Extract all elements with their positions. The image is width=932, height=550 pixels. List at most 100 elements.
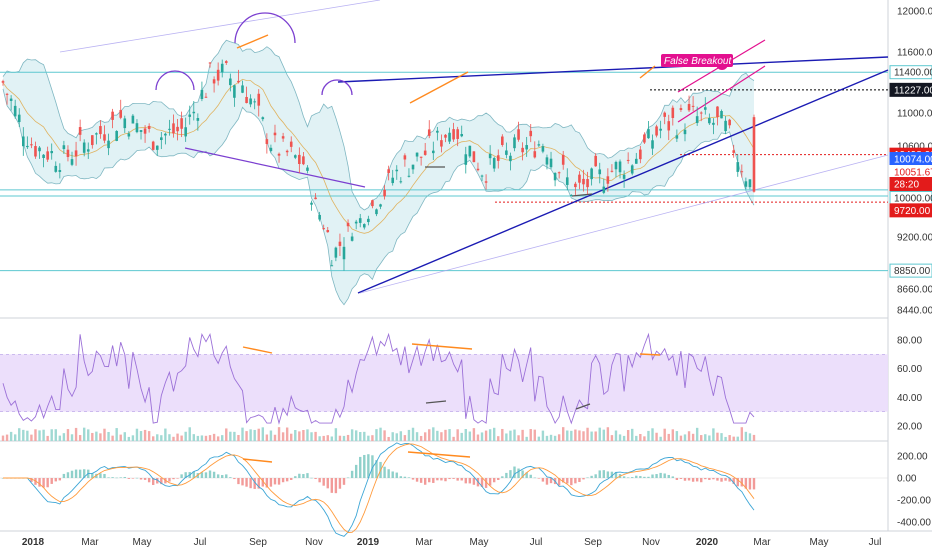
candle xyxy=(338,233,342,257)
candle xyxy=(699,111,703,122)
candle xyxy=(517,121,520,142)
volume-bar xyxy=(208,435,212,441)
candle-body xyxy=(127,133,131,137)
volume-bar xyxy=(204,435,208,441)
volume-bar xyxy=(363,431,366,441)
volume-bar xyxy=(423,432,427,441)
macd-histogram-bar xyxy=(70,470,74,478)
macd-histogram-bar xyxy=(111,477,114,478)
candle-body xyxy=(427,129,431,136)
candle-body xyxy=(99,126,102,135)
volume-bar xyxy=(395,433,398,441)
volume-bar xyxy=(188,427,191,441)
macd-histogram-bar xyxy=(492,478,496,483)
candle-body xyxy=(565,177,569,185)
candle xyxy=(265,133,269,154)
candle-body xyxy=(411,164,415,170)
candle-body xyxy=(212,79,216,84)
volume-bar xyxy=(241,427,244,441)
candle-body xyxy=(306,167,309,171)
macd-histogram-bar xyxy=(549,478,553,484)
candle xyxy=(488,145,492,165)
macd-histogram-bar xyxy=(529,474,532,478)
volume-bar xyxy=(30,434,33,441)
macd-histogram-bar xyxy=(241,478,244,486)
volume-bar xyxy=(667,433,670,441)
candle-body xyxy=(310,202,313,205)
candle xyxy=(484,174,488,190)
candle-body xyxy=(561,154,565,165)
candle-body xyxy=(277,153,281,156)
macd-histogram-bar xyxy=(667,474,670,478)
candle xyxy=(561,150,565,170)
macd-histogram-bar xyxy=(285,478,289,482)
candle-body xyxy=(46,151,49,160)
macd-histogram-bar xyxy=(712,478,715,480)
volume-bar xyxy=(659,436,662,441)
rsi-divergence-mark xyxy=(639,353,661,356)
volume-bar xyxy=(594,431,597,441)
candle-body xyxy=(131,115,135,124)
candle xyxy=(147,123,151,133)
candle xyxy=(557,171,561,179)
candle xyxy=(139,130,143,140)
orange-divergence-mark xyxy=(639,65,656,79)
macd-histogram-bar xyxy=(82,469,86,478)
volume-bar xyxy=(237,434,240,441)
candle xyxy=(622,170,626,188)
candle-body xyxy=(135,123,139,133)
candle xyxy=(578,171,581,190)
macd-axis-tick: -200.00 xyxy=(897,496,931,507)
candle xyxy=(289,136,293,153)
volume-bar xyxy=(18,428,21,441)
macd-histogram-bar xyxy=(225,474,228,478)
candle-body xyxy=(293,155,297,158)
candle-body xyxy=(663,112,666,117)
macd-histogram-bar xyxy=(192,471,195,478)
candle xyxy=(643,132,646,144)
candle xyxy=(26,136,29,149)
volume-bar xyxy=(700,435,703,441)
volume-bar xyxy=(277,427,281,441)
price-label-text: 11227.00 xyxy=(894,85,932,96)
macd-histogram-bar xyxy=(533,477,536,479)
candle xyxy=(407,168,411,178)
candle-body xyxy=(1,81,5,83)
macd-histogram-bar xyxy=(131,478,135,479)
time-axis-tick: Jul xyxy=(869,537,882,548)
macd-histogram-bar xyxy=(310,477,313,479)
candle xyxy=(196,113,200,131)
volume-bar xyxy=(26,430,29,441)
candle-body xyxy=(509,155,512,162)
macd-histogram-bar xyxy=(541,478,545,482)
volume-bar xyxy=(200,435,204,441)
volume-bar xyxy=(695,427,699,441)
candle-body xyxy=(62,145,66,150)
candle xyxy=(78,119,82,142)
candle-body xyxy=(582,178,585,185)
candle xyxy=(683,123,687,142)
volume-bar xyxy=(736,436,739,441)
candle-body xyxy=(358,218,362,223)
macd-histogram-bar xyxy=(395,472,398,478)
candle xyxy=(1,79,5,86)
macd-histogram-bar xyxy=(342,478,346,485)
volume-bar xyxy=(549,434,553,441)
volume-bar xyxy=(310,432,313,441)
candle xyxy=(634,152,638,164)
macd-axis-tick: 200.00 xyxy=(897,452,928,463)
macd-histogram-bar xyxy=(691,478,695,482)
macd-histogram-bar xyxy=(367,454,370,478)
volume-bar xyxy=(334,428,338,441)
macd-histogram-bar xyxy=(570,478,573,486)
candle-body xyxy=(334,247,338,258)
macd-histogram-bar xyxy=(273,478,277,485)
candle xyxy=(565,168,569,191)
macd-histogram-bar xyxy=(237,478,240,485)
volume-bar xyxy=(107,431,110,441)
macd-histogram-bar xyxy=(456,478,459,481)
candle xyxy=(342,237,346,271)
candle-body xyxy=(598,169,602,175)
volume-bar xyxy=(212,433,216,441)
candle-body xyxy=(610,170,614,172)
